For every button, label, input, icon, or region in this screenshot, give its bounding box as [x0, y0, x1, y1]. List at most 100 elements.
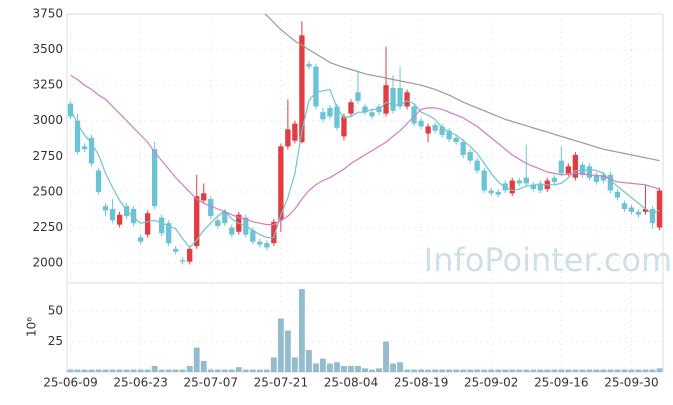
volume-bar [446, 369, 453, 372]
volume-bar [172, 369, 179, 372]
volume-bar [123, 369, 130, 372]
volume-bar [523, 369, 530, 372]
volume-bar [495, 369, 502, 372]
volume-bar [635, 369, 642, 372]
volume-bar [600, 369, 607, 372]
volume-bar [137, 369, 144, 372]
volume-bar [88, 369, 95, 372]
x-tick-label: 25-07-07 [184, 376, 238, 390]
volume-bar [319, 358, 326, 372]
candle-body [348, 102, 354, 114]
candle-body [341, 116, 347, 137]
candle-body [109, 208, 116, 221]
volume-bar [544, 369, 551, 372]
y-tick-label: 2000 [32, 256, 63, 270]
volume-bar [228, 369, 235, 372]
candle-body [586, 166, 593, 178]
volume-bar [207, 369, 214, 372]
candle-body [285, 129, 291, 147]
x-tick-label: 25-06-23 [113, 376, 167, 390]
volume-bar [621, 369, 628, 372]
candle-body [495, 191, 501, 195]
volume-bar [348, 365, 354, 372]
volume-bar [502, 369, 509, 372]
volume-tick-label: 50 [48, 304, 63, 318]
candle-body [306, 63, 312, 67]
x-tick-label: 25-07-21 [254, 376, 308, 390]
candle-body [418, 120, 424, 127]
candle-body [313, 66, 319, 107]
x-tick-label: 25-08-04 [324, 376, 378, 390]
volume-bar [214, 369, 221, 372]
volume-bar [355, 365, 361, 372]
volume-bar [270, 357, 277, 372]
candle-body [383, 85, 389, 114]
candle-body [516, 180, 522, 184]
candle-body [215, 220, 221, 227]
candle-body [208, 199, 214, 217]
candle-body [425, 126, 431, 134]
candle-body [551, 177, 557, 182]
candle-body [102, 206, 109, 211]
volume-bar [397, 362, 404, 372]
volume-bar [628, 369, 635, 372]
volume-bar [649, 369, 656, 372]
volume-bar [193, 347, 200, 372]
candle-body [271, 221, 277, 244]
candle-body [537, 183, 543, 191]
volume-bar [81, 369, 88, 372]
volume-bar [116, 369, 123, 372]
volume-bar [439, 369, 446, 372]
candle-body [488, 190, 494, 194]
x-tick-label: 25-09-02 [464, 376, 518, 390]
candle-body [628, 207, 635, 212]
candle-body [334, 106, 340, 128]
volume-bar [551, 369, 558, 372]
candle-body [572, 154, 579, 178]
volume-bar [656, 368, 663, 372]
volume-bar [186, 365, 193, 372]
candle-body [130, 208, 137, 224]
y-tick-label: 3250 [32, 78, 63, 92]
candle-body [257, 241, 263, 245]
volume-bar [326, 363, 333, 372]
volume-bar [565, 369, 572, 372]
volume-bar [362, 368, 368, 372]
candle-body [432, 125, 438, 131]
volume-bar [593, 369, 600, 372]
volume-bar [411, 369, 418, 372]
candle-body [158, 217, 165, 234]
candle-body [74, 120, 81, 153]
candle-body [446, 130, 452, 140]
candle-body [460, 142, 466, 155]
volume-bar [530, 369, 537, 372]
candle-body [194, 196, 200, 246]
volume-bar [242, 369, 249, 372]
candle-body [523, 177, 529, 184]
moving-average [264, 14, 660, 162]
volume-bar [235, 367, 242, 372]
candle-body [397, 88, 403, 107]
volume-bar [165, 369, 172, 372]
volume-bar [158, 369, 165, 372]
volume-bar [179, 369, 186, 372]
volume-bar [432, 369, 439, 372]
candle-body [467, 152, 473, 161]
x-tick-label: 25-06-09 [43, 376, 97, 390]
volume-bar [390, 363, 396, 372]
volume-bar [144, 369, 151, 372]
candle-body [264, 243, 270, 248]
volume-bar [516, 369, 523, 372]
volume-bar [453, 369, 460, 372]
candle-body [116, 214, 123, 225]
candle-body [600, 174, 607, 181]
candle-body [369, 112, 375, 117]
volume-bar [614, 369, 621, 372]
y-tick-label: 2250 [32, 220, 63, 234]
volume-tick-label: 25 [48, 334, 63, 348]
candle-body [579, 164, 586, 175]
x-tick-label: 25-09-30 [604, 376, 658, 390]
volume-bar [130, 369, 137, 372]
candle-body [565, 166, 572, 174]
